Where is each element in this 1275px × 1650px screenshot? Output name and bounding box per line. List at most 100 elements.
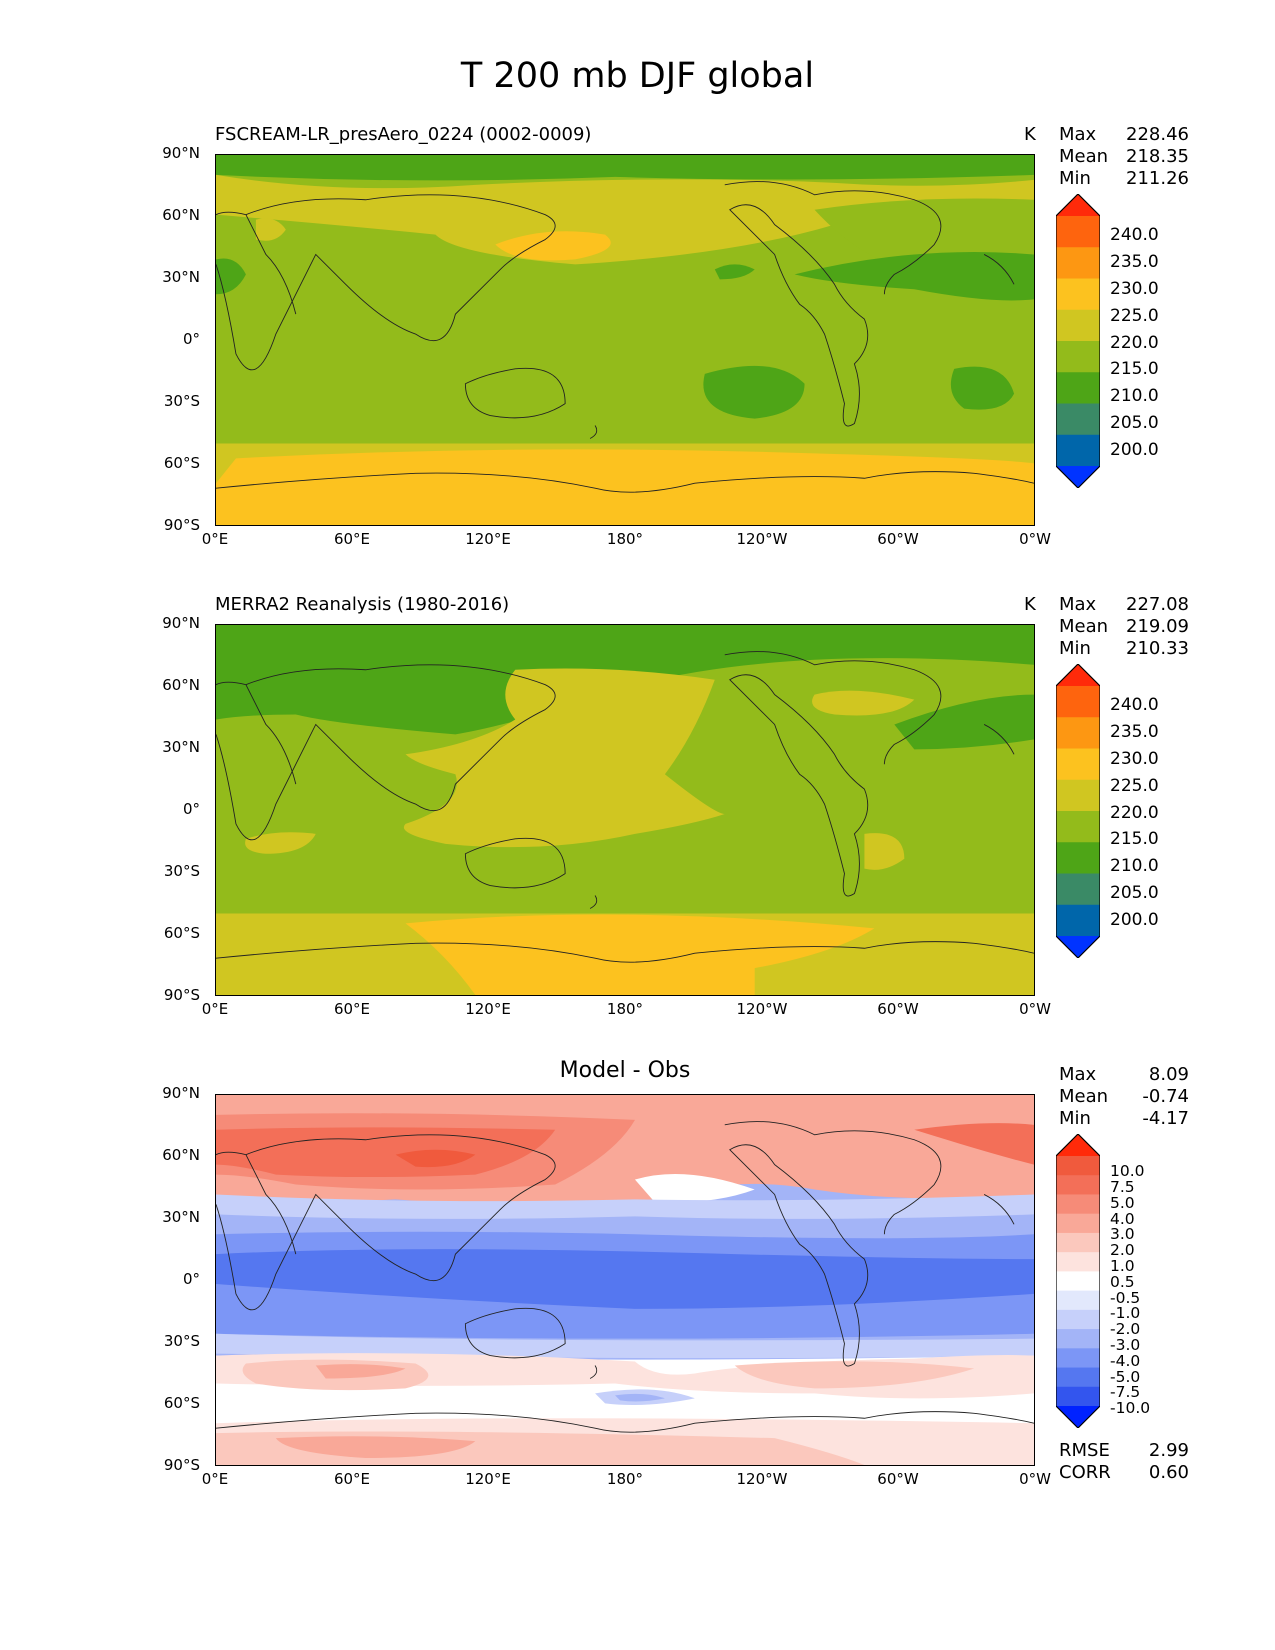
colorbar-tick-label: 205.0: [1110, 883, 1159, 903]
colorbar-segment: [1056, 434, 1100, 467]
max-value: 227.08: [1126, 594, 1189, 615]
colorbar-tick-label: 7.5: [1110, 1178, 1135, 1196]
colorbar-tick-label: 4.0: [1110, 1210, 1135, 1228]
contour-field: [216, 1095, 1034, 1465]
panel-title: FSCREAM-LR_presAero_0224 (0002-0009): [215, 124, 592, 145]
colorbar-tick-label: 5.0: [1110, 1194, 1135, 1212]
colorbar-tick-label: -1.0: [1110, 1304, 1141, 1322]
y-tick-label: 90°N: [162, 614, 200, 632]
mean-value: -0.74: [1142, 1086, 1189, 1107]
x-tick-label: 60°E: [333, 530, 371, 548]
colorbar-svg: [1056, 1134, 1100, 1428]
colorbar-extend-max: [1056, 1134, 1100, 1156]
max-value: 8.09: [1148, 1064, 1189, 1085]
min-label: Min: [1059, 168, 1091, 189]
x-tick-label: 120°W: [736, 1470, 788, 1488]
y-tick-label: 90°N: [162, 144, 200, 162]
max-label: Max: [1059, 124, 1097, 145]
colorbar-segment: [1056, 1175, 1100, 1195]
stats-box: Max 227.08 Mean 219.09 Min 210.33: [1059, 594, 1189, 660]
x-tick-label: 60°E: [333, 1470, 371, 1488]
rmse-value: 2.99: [1148, 1440, 1189, 1461]
colorbar-segment: [1056, 904, 1100, 937]
stats-box: Max 228.46 Mean 218.35 Min 211.26: [1059, 124, 1189, 190]
x-tick-label: 180°: [606, 530, 644, 548]
colorbar-segment: [1056, 1194, 1100, 1215]
y-tick-label: 30°S: [163, 1332, 200, 1350]
units-label: K: [1024, 124, 1036, 145]
colorbar-segment: [1056, 309, 1100, 342]
colorbar-tick-label: 10.0: [1110, 1162, 1145, 1180]
colorbar-segment: [1056, 1213, 1100, 1234]
colorbar-segment: [1056, 341, 1100, 373]
y-tick-label: 0°: [182, 330, 200, 348]
y-tick-label: 60°S: [163, 924, 200, 942]
colorbar-extend-max: [1056, 664, 1100, 686]
colorbar-tick-label: 3.0: [1110, 1225, 1135, 1243]
colorbar-tick-label: 200.0: [1110, 440, 1159, 460]
colorbar: [1056, 194, 1100, 488]
y-tick-label: 90°N: [162, 1084, 200, 1102]
colorbar-tick-label: -4.0: [1110, 1352, 1141, 1370]
colorbar-tick-label: -7.5: [1110, 1383, 1141, 1401]
colorbar-segment: [1056, 372, 1100, 404]
min-label: Min: [1059, 638, 1091, 659]
colorbar-tick-label: -10.0: [1110, 1399, 1151, 1417]
contour-field: [216, 625, 1034, 995]
corr-value: 0.60: [1148, 1462, 1189, 1483]
x-tick-label: 180°: [606, 1470, 644, 1488]
min-label: Min: [1059, 1108, 1091, 1129]
colorbar-segment: [1056, 1252, 1100, 1272]
mean-value: 219.09: [1126, 616, 1189, 637]
mean-label: Mean: [1059, 1086, 1109, 1107]
x-tick-label: 0°E: [201, 530, 229, 548]
colorbar-segment: [1056, 717, 1100, 749]
colorbar-segment: [1056, 1290, 1100, 1311]
colorbar-segment: [1056, 278, 1100, 311]
colorbar-svg: [1056, 664, 1100, 958]
colorbar-tick-label: 215.0: [1110, 829, 1159, 849]
colorbar-extend-min: [1056, 936, 1100, 958]
min-value: 210.33: [1126, 638, 1189, 659]
colorbar-segment: [1056, 1367, 1100, 1388]
colorbar-tick-label: -2.0: [1110, 1320, 1141, 1338]
colorbar-svg: [1056, 194, 1100, 488]
colorbar-tick-label: 225.0: [1110, 306, 1159, 326]
colorbar-tick-label: -0.5: [1110, 1289, 1141, 1307]
colorbar-extend-min: [1056, 1406, 1100, 1428]
colorbar-segment: [1056, 1309, 1100, 1330]
colorbar-tick-label: -3.0: [1110, 1336, 1141, 1354]
y-tick-label: 90°S: [163, 986, 200, 1004]
colorbar-tick-label: 0.5: [1110, 1273, 1135, 1291]
map-plot: [215, 624, 1035, 996]
min-value: 211.26: [1126, 168, 1189, 189]
colorbar-tick-label: 2.0: [1110, 1241, 1135, 1259]
max-label: Max: [1059, 594, 1097, 615]
y-tick-label: 60°N: [162, 206, 200, 224]
panel-title: MERRA2 Reanalysis (1980-2016): [215, 594, 510, 615]
x-tick-label: 120°W: [736, 1000, 788, 1018]
colorbar-tick-label: 215.0: [1110, 359, 1159, 379]
contour-field: [216, 155, 1034, 525]
x-tick-label: 60°W: [877, 530, 919, 548]
map-plot: [215, 1094, 1035, 1466]
panel-diff: Model - Obs: [0, 1058, 1275, 1504]
max-value: 228.46: [1126, 124, 1189, 145]
colorbar-tick-label: 220.0: [1110, 333, 1159, 353]
figure-title: T 200 mb DJF global: [460, 56, 815, 96]
colorbar-segment: [1056, 779, 1100, 812]
units-label: K: [1024, 594, 1036, 615]
panel-model: FSCREAM-LR_presAero_0224 (0002-0009) K: [0, 124, 1275, 564]
y-tick-label: 30°N: [162, 1208, 200, 1226]
colorbar-tick-label: 210.0: [1110, 386, 1159, 406]
colorbar-tick-label: 220.0: [1110, 803, 1159, 823]
colorbar-tick-label: 235.0: [1110, 252, 1159, 272]
y-tick-label: 30°S: [163, 862, 200, 880]
metrics-box: RMSE 2.99 CORR 0.60: [1059, 1440, 1189, 1484]
colorbar-segment: [1056, 1348, 1100, 1369]
x-tick-label: 120°E: [465, 530, 511, 548]
x-tick-label: 180°: [606, 1000, 644, 1018]
max-label: Max: [1059, 1064, 1097, 1085]
colorbar-extend-min: [1056, 466, 1100, 488]
colorbar-tick-label: 225.0: [1110, 776, 1159, 796]
